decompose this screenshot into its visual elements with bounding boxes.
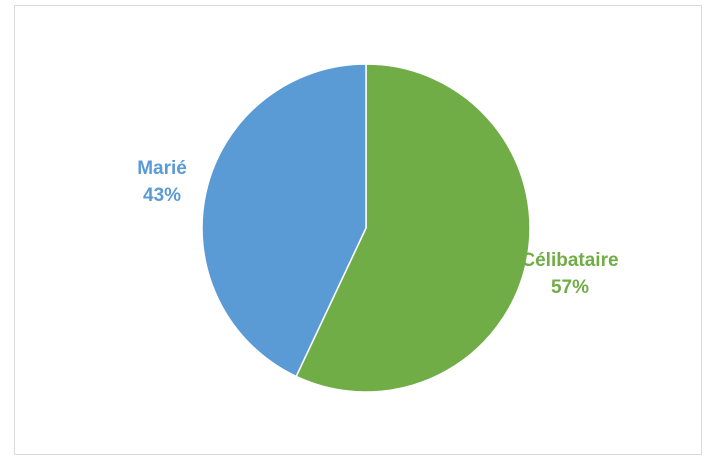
data-label-celibataire: Célibataire 57% (521, 247, 618, 301)
pie-slice-marie (201, 63, 367, 378)
category-label: Célibataire (521, 249, 619, 271)
data-label-marie: Marié 43% (137, 155, 187, 209)
pie-slice-celibataire (295, 63, 531, 393)
category-label: Marié (137, 158, 187, 180)
percent-label: 57% (550, 276, 589, 298)
percent-label: 43% (143, 185, 182, 207)
